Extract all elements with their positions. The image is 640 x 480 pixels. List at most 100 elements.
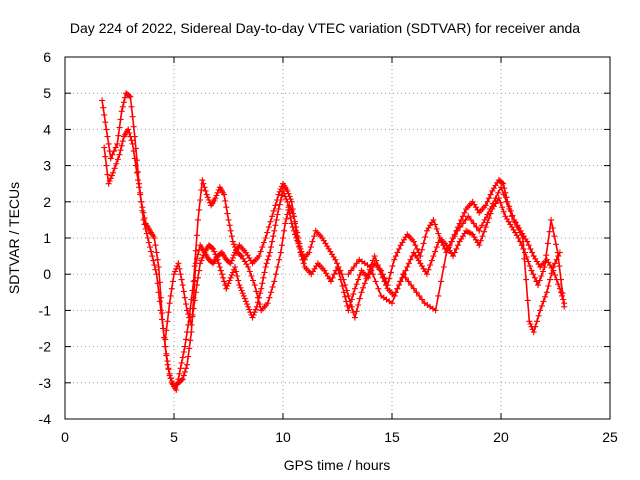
data-point [300, 260, 307, 267]
x-tick-label: 5 [170, 429, 178, 445]
data-point [269, 213, 276, 220]
data-point [500, 180, 507, 187]
data-point [292, 231, 298, 238]
data-point [443, 249, 450, 256]
data-point [128, 137, 135, 144]
data-point [419, 246, 425, 253]
data-point [427, 262, 434, 269]
data-point [410, 285, 417, 292]
data-point [272, 271, 279, 278]
data-point [423, 271, 430, 278]
data-point [540, 298, 547, 305]
data-point [172, 268, 179, 275]
data-point [269, 238, 276, 245]
data-point [118, 108, 125, 115]
data-point [195, 274, 201, 281]
data-point [178, 377, 185, 384]
data-point [237, 284, 244, 291]
data-point [407, 256, 414, 263]
data-point [213, 192, 220, 199]
data-point [273, 216, 280, 223]
data-point [169, 278, 176, 285]
data-point [177, 365, 184, 372]
data-point [328, 278, 334, 285]
data-point [286, 209, 293, 216]
data-point [435, 239, 442, 246]
data-point [499, 179, 506, 186]
data-point [240, 292, 247, 299]
data-point [227, 227, 234, 234]
y-tick-label: -1 [39, 302, 52, 318]
data-point [428, 257, 435, 264]
data-point [391, 256, 398, 263]
data-point [540, 268, 546, 275]
data-point [484, 219, 491, 226]
data-point [545, 283, 552, 289]
data-point [210, 245, 217, 252]
data-point [389, 263, 396, 270]
data-point [530, 329, 537, 336]
data-point [360, 284, 367, 291]
data-point [298, 248, 305, 255]
data-point [454, 227, 461, 234]
data-point [543, 252, 550, 259]
data-point [276, 188, 283, 195]
data-point [163, 352, 170, 359]
data-point [500, 208, 507, 215]
series-line [101, 91, 565, 388]
y-tick-label: 2 [43, 194, 51, 210]
data-point [275, 206, 282, 212]
data-point [552, 260, 558, 267]
data-point [430, 216, 437, 223]
data-point [221, 278, 228, 285]
data-point [156, 279, 163, 286]
data-point [402, 274, 409, 281]
data-point [519, 235, 526, 241]
data-point [186, 345, 193, 352]
data-point [389, 300, 395, 307]
data-point [282, 193, 289, 200]
data-point [225, 280, 232, 287]
data-point [553, 241, 559, 248]
data-point [486, 215, 492, 222]
data-point [376, 266, 383, 273]
data-point [100, 104, 107, 111]
data-point [435, 292, 442, 299]
data-point [121, 94, 128, 101]
data-point [353, 308, 360, 315]
y-tick-label: 1 [43, 230, 51, 246]
y-tick-label: 5 [43, 85, 51, 101]
data-point [561, 303, 568, 310]
data-point [180, 288, 187, 295]
data-point [356, 295, 363, 302]
data-point [397, 278, 404, 285]
data-point [528, 267, 535, 274]
axes: 0 5 10 15 20 25 -4 -3 -2 -1 0 1 2 3 4 5 6 [39, 49, 618, 445]
series-track-2 [101, 126, 568, 393]
data-point [227, 260, 234, 267]
data-point [348, 303, 355, 310]
data-point [283, 196, 290, 203]
data-point [209, 245, 216, 251]
data-point [276, 256, 283, 263]
y-tick-label: -4 [39, 411, 52, 427]
data-point [358, 289, 365, 296]
data-point [202, 187, 209, 194]
data-point [332, 256, 339, 263]
data-point [297, 245, 304, 252]
data-point [129, 113, 136, 120]
data-point [268, 289, 274, 296]
data-point [556, 249, 563, 256]
data-point [284, 198, 291, 205]
data-point [299, 251, 306, 258]
data-point [119, 138, 126, 145]
data-point [288, 220, 295, 227]
data-point [117, 116, 124, 123]
data-point [337, 267, 344, 274]
data-point [140, 209, 147, 216]
data-point [178, 359, 185, 366]
data-point [168, 285, 175, 292]
data-point [404, 264, 411, 270]
data-point [355, 276, 362, 283]
data-point [433, 244, 440, 251]
